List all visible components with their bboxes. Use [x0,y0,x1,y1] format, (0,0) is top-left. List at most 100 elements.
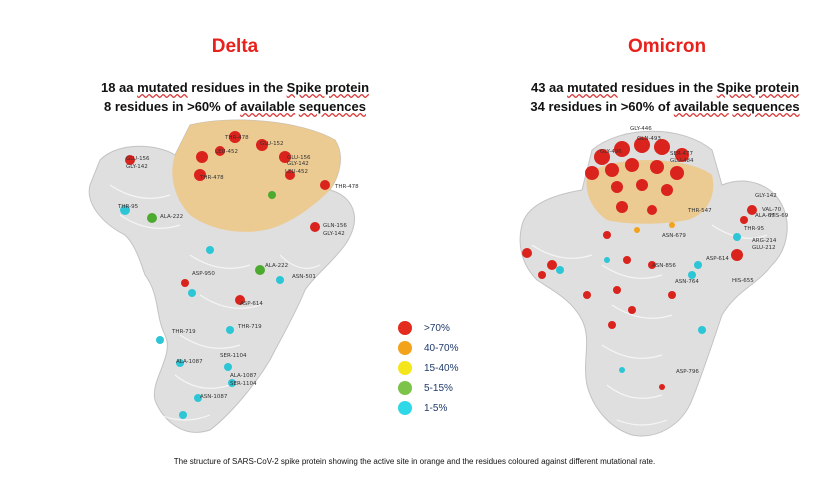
residue-label: ASN-501 [292,274,316,280]
residue-dot-red [215,146,225,156]
ribbon-texture [109,184,321,421]
protein-body [88,119,355,433]
omicron-title: Omicron [627,36,707,57]
legend-label: 40-70% [424,342,459,354]
residue-label: GLY-142 [323,231,345,237]
delta-title: Delta [211,36,259,57]
residue-dot-red [320,180,330,190]
text-span: mutated [567,80,618,95]
legend-swatch-icon [398,381,412,395]
residue-dot-red [675,148,689,162]
omicron-subtitle-line1: 43 aa mutated residues in the Spike prot… [490,80,829,95]
legend-item: >70% [398,318,458,338]
residue-dot-cyan [206,246,214,254]
legend-swatch-icon [398,401,412,415]
residue-label: GLU-484 [670,158,694,164]
residue-label: ALA-222 [160,214,183,220]
residue-label: GLY-446 [630,126,652,132]
residue-dot-green [147,213,157,223]
mutation-rate-legend: >70% 40-70% 15-40% 5-15% 1-5% [398,318,458,418]
ribbon-strand [174,374,231,389]
text-span: Spike protein [716,80,800,95]
residue-dot-cyan [194,394,202,402]
residue-dot-red [650,160,664,174]
residue-dot-red [661,184,673,196]
residue-labels: THR-478 GLU-152 LEU-452 GLU-156 GLY-142 … [117,135,359,400]
text-span: residues in the [187,80,287,95]
ribbon-strand [606,384,663,399]
residue-dot-green [268,191,276,199]
text-span: sequences [298,99,366,114]
ribbon-strand [279,254,321,269]
residue-dot-red [614,141,630,157]
text-span: 18 aa [100,80,138,95]
residue-label: ASN-1087 [200,394,228,400]
residue-label: HIS-69 [770,213,789,219]
residue-label: ASP-614 [240,301,263,307]
text-span: available [240,99,296,114]
residue-dot-red [628,306,636,314]
legend-swatch-icon [398,341,412,355]
residue-dot-red [634,137,650,153]
residue-label: ARG-214 [752,238,777,244]
ribbon-texture [531,224,768,426]
residue-dot-red [181,279,189,287]
residue-label: THR-547 [687,208,712,214]
residue-dot-red [648,261,656,269]
residue-label: GLN-156 [323,223,347,229]
residue-dot-cyan [556,266,564,274]
ribbon-strand [109,184,171,199]
legend-label: >70% [424,322,450,334]
residue-label: GLY-142 [287,161,309,167]
ribbon-strand [199,294,261,309]
ribbon-strand [159,414,211,421]
residue-labels: GLY-446 GLN-493 GLY-496 SER-477 GLU-484 … [600,126,789,375]
residue-dot-cyan [694,261,702,269]
residue-label: ASN-764 [675,279,699,285]
residue-label: LEU-452 [215,149,238,155]
residue-dot-cyan [120,205,130,215]
text-span: 34 residues in >60% of [530,99,674,114]
residue-dot-red [740,216,748,224]
residue-label: ASN-856 [652,263,676,269]
residue-dot-orange [634,227,640,233]
ribbon-strand [611,304,673,319]
ribbon-strand [119,214,181,229]
residue-dot-red [747,205,757,215]
residue-label: SER-1104 [220,353,247,359]
residue-dot-cyan [604,257,610,263]
residue-dot-red [603,231,611,239]
delta-subtitle-line2: 8 residues in >60% of available sequence… [60,99,410,114]
residue-dot-red [625,158,639,172]
legend-item: 5-15% [398,378,458,398]
residue-label: THR-478 [224,135,249,141]
residue-dot-red [229,131,241,143]
ribbon-strand [189,254,251,269]
residue-dot-red [310,222,320,232]
residue-dot-red [285,170,295,180]
figure-caption: The structure of SARS-CoV-2 spike protei… [173,457,656,466]
residue-label: GLU-152 [260,141,284,147]
residue-label: ALA-222 [265,263,288,269]
legend-swatch-icon [398,361,412,375]
text-span: sequences [732,99,800,114]
residue-dot-green [255,265,265,275]
residue-label: ALA-1087 [230,373,257,379]
residue-label: GLY-142 [755,193,777,199]
residue-label: ASP-796 [676,369,699,375]
residue-dot-cyan [733,233,741,241]
residue-dot-red [616,201,628,213]
legend-label: 1-5% [424,402,448,414]
residue-label: THR-719 [237,324,262,330]
residue-dot-cyan [156,336,164,344]
text-span: residues in the [617,80,717,95]
ribbon-strand [531,244,593,259]
residue-label: ASP-614 [706,256,729,262]
delta-subtitle-line1: 18 aa mutated residues in the Spike prot… [60,80,410,95]
residue-dot-cyan [176,359,184,367]
delta-spike-structure: THR-478 GLU-152 LEU-452 GLU-156 GLY-142 … [88,119,359,433]
residue-dot-orange [669,222,675,228]
omicron-subtitle-line2: 34 residues in >60% of available sequenc… [490,99,829,114]
residue-label: SER-1104 [230,381,257,387]
residue-label: GLY-496 [600,149,622,155]
